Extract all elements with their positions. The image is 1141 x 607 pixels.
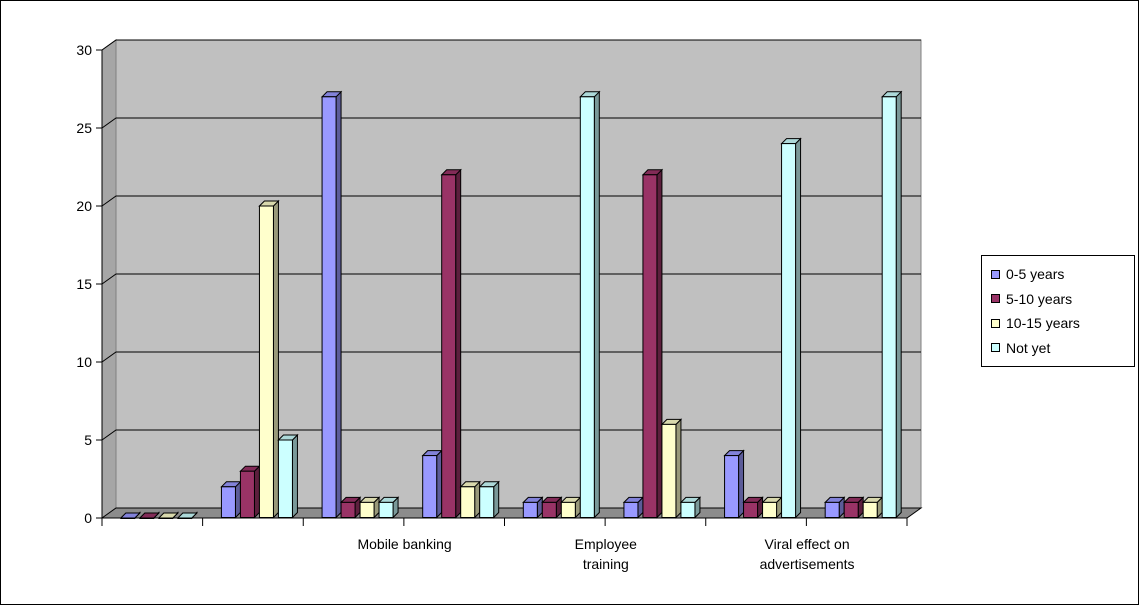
bar	[479, 486, 495, 518]
legend-swatch	[991, 318, 1000, 328]
category-label: Mobile banking	[357, 536, 451, 552]
bar	[359, 501, 375, 518]
bar	[541, 501, 557, 518]
bar	[743, 501, 759, 518]
bar	[661, 423, 677, 518]
category-label: Employee	[575, 536, 637, 552]
y-tick-label: 10	[76, 354, 92, 370]
bar	[642, 174, 658, 519]
category-label: training	[583, 556, 629, 572]
bar	[460, 486, 476, 518]
legend-item: 10-15 years	[982, 311, 1134, 336]
bar	[340, 501, 356, 518]
bar	[724, 455, 740, 519]
bar	[239, 470, 255, 519]
bar	[139, 517, 155, 519]
bar-side	[436, 449, 443, 519]
bar-side	[455, 168, 462, 519]
bar	[680, 501, 696, 518]
bar-side	[291, 433, 298, 519]
legend-item: 5-10 years	[982, 287, 1134, 312]
legend-label: 5-10 years	[1006, 290, 1073, 307]
bar	[158, 517, 174, 519]
category-label: advertisements	[760, 556, 855, 572]
y-tick-label: 20	[76, 198, 92, 214]
bar	[441, 174, 457, 519]
y-tick-label: 5	[84, 432, 92, 448]
bar	[862, 501, 878, 518]
legend-label: 10-15 years	[1006, 315, 1080, 332]
bar-side	[795, 137, 802, 519]
y-tick-label: 25	[76, 120, 92, 136]
category-label: Viral effect on	[765, 536, 850, 552]
bar	[422, 455, 438, 519]
legend-label: 0-5 years	[1006, 266, 1065, 283]
bar	[120, 517, 136, 519]
gridline	[101, 117, 921, 129]
y-tick-label: 30	[76, 42, 92, 58]
bar	[321, 96, 337, 519]
legend-swatch	[991, 294, 1000, 304]
bar	[220, 486, 236, 518]
y-tick-label: 15	[76, 276, 92, 292]
bar	[881, 96, 897, 519]
bar-side	[272, 199, 279, 519]
bar	[579, 96, 595, 519]
bar-side	[493, 480, 500, 519]
bar	[843, 501, 859, 518]
bar	[824, 501, 840, 518]
bar	[623, 501, 639, 518]
legend-item: 0-5 years	[982, 262, 1134, 287]
bar-side	[335, 90, 342, 519]
bar	[378, 501, 394, 518]
legend-item: Not yet	[982, 336, 1134, 361]
gridline	[101, 39, 921, 51]
bar	[258, 205, 274, 518]
legend-label: Not yet	[1006, 339, 1051, 356]
plot-floor	[100, 507, 923, 519]
bar	[522, 501, 538, 518]
bar-side	[593, 90, 600, 519]
legend-swatch	[991, 269, 1000, 279]
bar	[781, 143, 797, 518]
bar	[762, 501, 778, 518]
bar-side	[895, 90, 902, 519]
bar-side	[738, 449, 745, 519]
bar-side	[234, 480, 241, 519]
chart-legend: 0-5 years 5-10 years 10-15 years Not yet	[981, 255, 1135, 367]
legend-swatch	[991, 343, 1000, 353]
bar-side	[656, 168, 663, 519]
bar	[177, 517, 193, 519]
bar	[560, 501, 576, 518]
bar	[277, 439, 293, 518]
y-tick-label: 0	[84, 510, 92, 526]
bar-side	[253, 464, 260, 519]
